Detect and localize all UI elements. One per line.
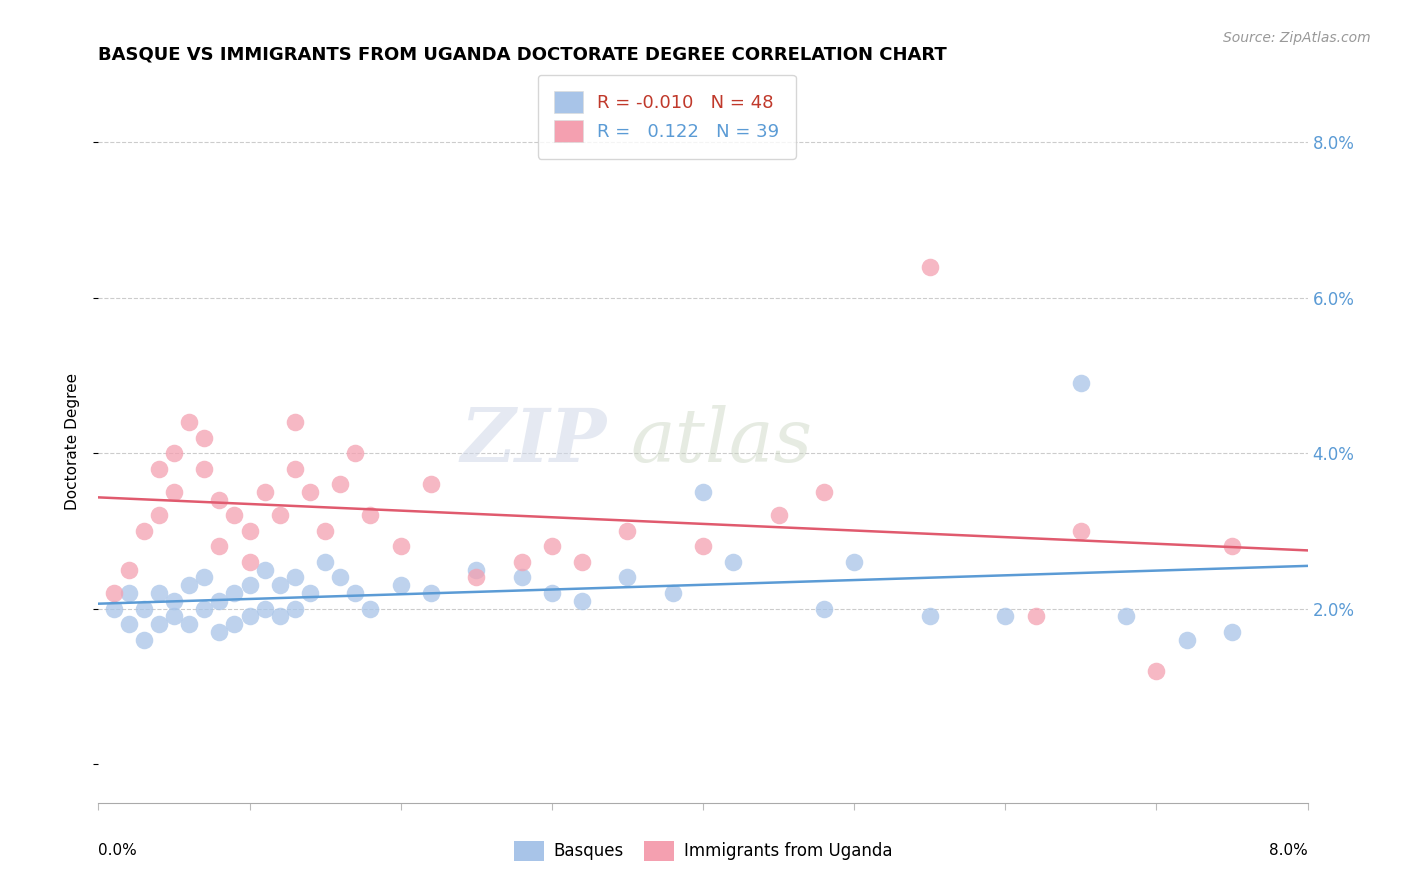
- Point: [918, 260, 941, 274]
- Point: [253, 485, 276, 500]
- Point: [224, 508, 246, 523]
- Point: [1070, 524, 1092, 538]
- Point: [148, 586, 170, 600]
- Point: [118, 617, 141, 632]
- Point: [208, 624, 231, 639]
- Point: [540, 540, 562, 554]
- Point: [284, 461, 307, 475]
- Text: 8.0%: 8.0%: [1268, 843, 1308, 857]
- Point: [148, 617, 170, 632]
- Point: [465, 563, 488, 577]
- Point: [1220, 540, 1243, 554]
- Point: [118, 586, 141, 600]
- Point: [1175, 632, 1198, 647]
- Point: [253, 563, 276, 577]
- Point: [1220, 624, 1243, 639]
- Point: [224, 586, 246, 600]
- Point: [224, 617, 246, 632]
- Point: [132, 524, 155, 538]
- Point: [1146, 664, 1168, 678]
- Point: [1115, 609, 1137, 624]
- Point: [118, 563, 141, 577]
- Point: [616, 524, 638, 538]
- Point: [179, 617, 201, 632]
- Point: [510, 570, 533, 584]
- Point: [253, 601, 276, 615]
- Point: [193, 431, 215, 445]
- Point: [193, 570, 215, 584]
- Point: [723, 555, 745, 569]
- Point: [360, 601, 382, 615]
- Point: [179, 578, 201, 592]
- Point: [239, 609, 262, 624]
- Point: [208, 492, 231, 507]
- Point: [616, 570, 638, 584]
- Point: [344, 586, 367, 600]
- Point: [208, 540, 231, 554]
- Point: [571, 555, 593, 569]
- Point: [103, 601, 125, 615]
- Point: [208, 594, 231, 608]
- Point: [163, 485, 186, 500]
- Point: [179, 415, 201, 429]
- Point: [389, 540, 412, 554]
- Point: [465, 570, 488, 584]
- Point: [299, 485, 322, 500]
- Point: [510, 555, 533, 569]
- Point: [420, 586, 443, 600]
- Point: [314, 555, 336, 569]
- Point: [163, 594, 186, 608]
- Point: [813, 485, 835, 500]
- Point: [540, 586, 562, 600]
- Point: [148, 461, 170, 475]
- Point: [329, 570, 352, 584]
- Point: [344, 446, 367, 460]
- Point: [269, 578, 291, 592]
- Point: [269, 609, 291, 624]
- Point: [692, 485, 714, 500]
- Legend: Basques, Immigrants from Uganda: Basques, Immigrants from Uganda: [508, 834, 898, 868]
- Point: [1025, 609, 1047, 624]
- Point: [163, 609, 186, 624]
- Text: BASQUE VS IMMIGRANTS FROM UGANDA DOCTORATE DEGREE CORRELATION CHART: BASQUE VS IMMIGRANTS FROM UGANDA DOCTORA…: [98, 45, 948, 63]
- Point: [103, 586, 125, 600]
- Point: [994, 609, 1017, 624]
- Text: atlas: atlas: [630, 405, 813, 478]
- Point: [692, 540, 714, 554]
- Y-axis label: Doctorate Degree: Doctorate Degree: [65, 373, 80, 510]
- Text: ZIP: ZIP: [460, 405, 606, 478]
- Point: [314, 524, 336, 538]
- Point: [299, 586, 322, 600]
- Legend: R = -0.010   N = 48, R =   0.122   N = 39: R = -0.010 N = 48, R = 0.122 N = 39: [537, 75, 796, 159]
- Point: [239, 578, 262, 592]
- Point: [329, 477, 352, 491]
- Text: 0.0%: 0.0%: [98, 843, 138, 857]
- Point: [918, 609, 941, 624]
- Point: [284, 601, 307, 615]
- Point: [148, 508, 170, 523]
- Point: [132, 601, 155, 615]
- Point: [163, 446, 186, 460]
- Point: [284, 570, 307, 584]
- Point: [269, 508, 291, 523]
- Text: Source: ZipAtlas.com: Source: ZipAtlas.com: [1223, 31, 1371, 45]
- Point: [571, 594, 593, 608]
- Point: [420, 477, 443, 491]
- Point: [1070, 376, 1092, 391]
- Point: [661, 586, 683, 600]
- Point: [193, 601, 215, 615]
- Point: [813, 601, 835, 615]
- Point: [284, 415, 307, 429]
- Point: [360, 508, 382, 523]
- Point: [193, 461, 215, 475]
- Point: [239, 555, 262, 569]
- Point: [239, 524, 262, 538]
- Point: [844, 555, 866, 569]
- Point: [132, 632, 155, 647]
- Point: [389, 578, 412, 592]
- Point: [768, 508, 790, 523]
